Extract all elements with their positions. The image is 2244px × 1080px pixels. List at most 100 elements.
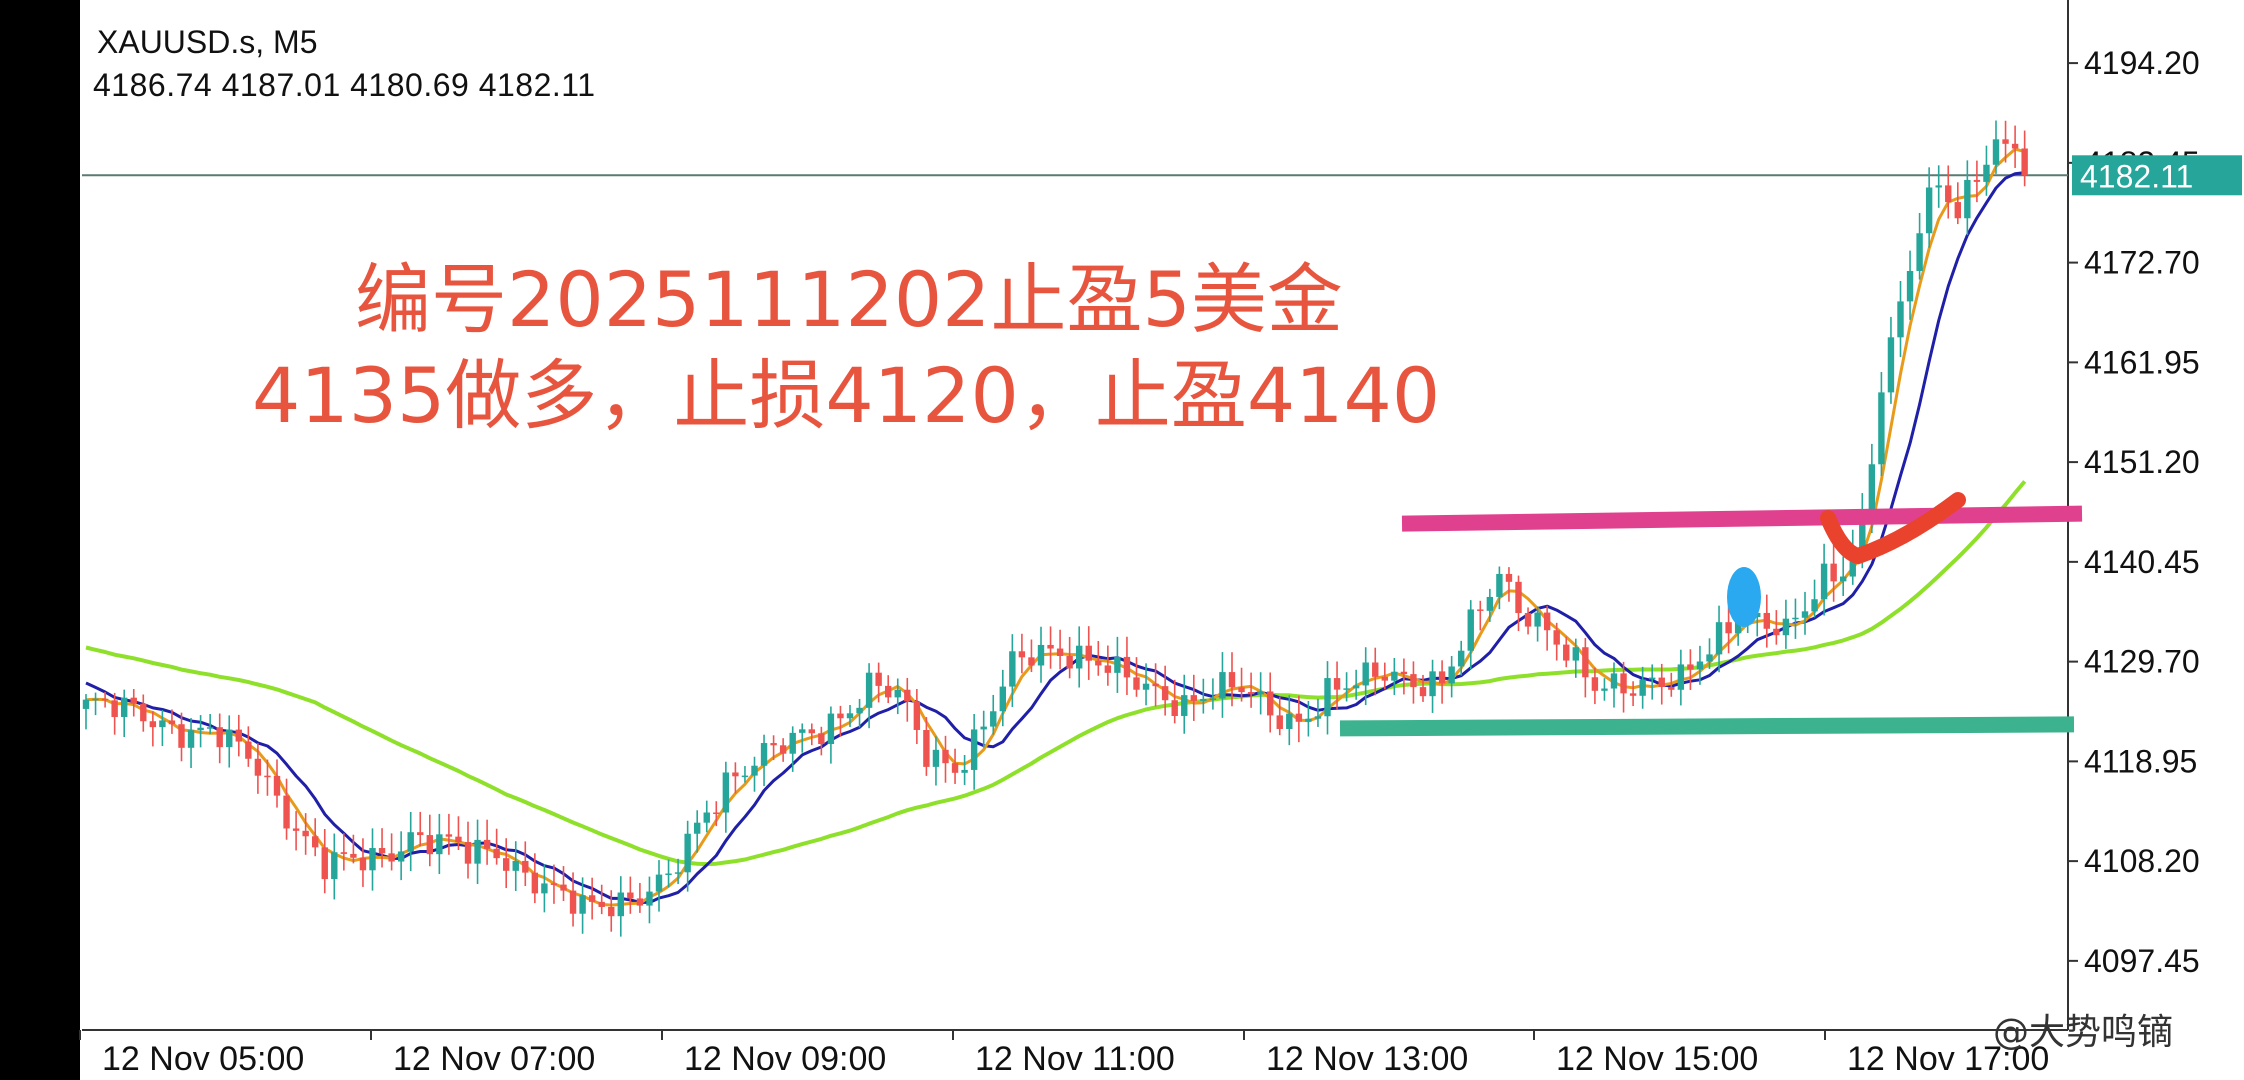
candle-body xyxy=(82,699,90,709)
candle-body xyxy=(674,872,682,874)
candle-body xyxy=(770,743,777,746)
y-tick-label: 4108.20 xyxy=(2084,843,2200,879)
y-tick-label: 4118.95 xyxy=(2084,743,2197,779)
candle-body xyxy=(1486,596,1494,611)
candle-body xyxy=(951,763,959,773)
candle-body xyxy=(92,698,99,701)
candle-body xyxy=(1305,718,1312,722)
candle-body xyxy=(1572,647,1579,661)
candle-body xyxy=(464,842,472,864)
candle-body xyxy=(331,852,338,880)
candle-body xyxy=(569,890,577,914)
candle-body xyxy=(197,727,204,731)
candle-body xyxy=(999,686,1006,712)
candle-body xyxy=(608,906,615,917)
candle-body xyxy=(1945,185,1952,203)
candle-body xyxy=(665,873,672,876)
candle-body xyxy=(1620,673,1627,694)
candle-body xyxy=(1868,464,1876,514)
candle-body xyxy=(1438,671,1446,684)
candle-body xyxy=(187,730,195,748)
candle-body xyxy=(1897,301,1904,338)
candle-body xyxy=(923,729,930,767)
candle-body xyxy=(369,848,376,871)
candle-body xyxy=(1916,233,1923,271)
candle-body xyxy=(503,858,510,871)
candle-body xyxy=(1734,622,1742,634)
candle-body xyxy=(1209,698,1217,701)
candle-body xyxy=(350,853,357,858)
candle-body xyxy=(1362,662,1369,686)
x-tick-label: 12 Nov 05:00 xyxy=(102,1040,304,1078)
candle-body xyxy=(1372,662,1379,677)
candle-body xyxy=(283,795,290,829)
candle-body xyxy=(789,732,796,754)
candle-body xyxy=(865,672,873,708)
candle-body xyxy=(264,775,271,778)
candle-body xyxy=(1018,651,1026,658)
candle-body xyxy=(1391,671,1398,681)
candle-body xyxy=(512,860,519,871)
candle-body xyxy=(1649,677,1656,680)
y-axis: 4194.204183.454172.704161.954151.204140.… xyxy=(2068,45,2242,979)
candle-body xyxy=(1219,672,1226,699)
x-tick-label: 12 Nov 13:00 xyxy=(1266,1040,1468,1078)
candle-body xyxy=(1591,677,1599,691)
candle-body xyxy=(550,883,558,885)
candle-body xyxy=(1419,687,1427,697)
candle-body xyxy=(1410,674,1417,688)
candle-body xyxy=(445,834,453,837)
candle-body xyxy=(1429,671,1436,697)
candle-body xyxy=(1610,673,1618,689)
candle-body xyxy=(2021,148,2028,176)
candle-body xyxy=(1543,612,1551,631)
candle-body xyxy=(856,707,863,714)
candle-body xyxy=(1496,573,1503,597)
candle-body xyxy=(522,860,529,873)
candle-body xyxy=(1114,656,1121,673)
candle-body xyxy=(837,713,844,719)
candle-body xyxy=(1725,622,1732,634)
candle-body xyxy=(732,772,739,777)
candle-body xyxy=(483,839,491,849)
current-price-tag xyxy=(2072,155,2242,196)
candle-body xyxy=(1458,650,1465,667)
y-tick-label: 4161.95 xyxy=(2084,344,2200,380)
y-tick-label: 4172.70 xyxy=(2084,245,2200,281)
candle-body xyxy=(1677,664,1685,690)
candle-body xyxy=(875,672,882,686)
candle-body xyxy=(1142,683,1150,690)
candle-body xyxy=(216,727,223,748)
candle-body xyxy=(942,749,949,764)
candle-body xyxy=(1629,693,1637,696)
candle-body xyxy=(1238,687,1245,693)
candle-body xyxy=(980,726,987,730)
candle-body xyxy=(140,703,147,722)
candle-body xyxy=(1763,612,1770,629)
candle-body xyxy=(1906,270,1914,302)
candle-body xyxy=(1563,644,1570,661)
candle-body xyxy=(1295,713,1303,722)
candle-body xyxy=(1037,644,1045,666)
y-tick-label: 4194.20 xyxy=(2084,45,2200,81)
candle-body xyxy=(149,721,157,728)
candle-body xyxy=(1171,700,1178,716)
candle-body xyxy=(493,848,500,859)
y-tick-label: 4140.45 xyxy=(2084,544,2200,580)
candle-body xyxy=(1190,695,1197,701)
candle-body xyxy=(1228,672,1236,688)
candle-body xyxy=(1095,660,1102,666)
annotation-line-1: 编号2025111202止盈5美金 xyxy=(355,255,1343,344)
candle-body xyxy=(846,713,854,719)
candle-body xyxy=(101,698,109,701)
candle-body xyxy=(1639,679,1646,696)
candle-body xyxy=(579,895,586,914)
x-tick-label: 12 Nov 09:00 xyxy=(684,1040,886,1078)
ohlc-readout: 4186.74 4187.01 4180.69 4182.11 xyxy=(93,67,596,103)
candle-body xyxy=(1467,609,1474,651)
candle-body xyxy=(617,892,624,917)
candle-body xyxy=(1076,645,1083,669)
candle-body xyxy=(178,724,185,748)
candle-body xyxy=(751,765,758,776)
candle-body xyxy=(1964,179,1971,219)
